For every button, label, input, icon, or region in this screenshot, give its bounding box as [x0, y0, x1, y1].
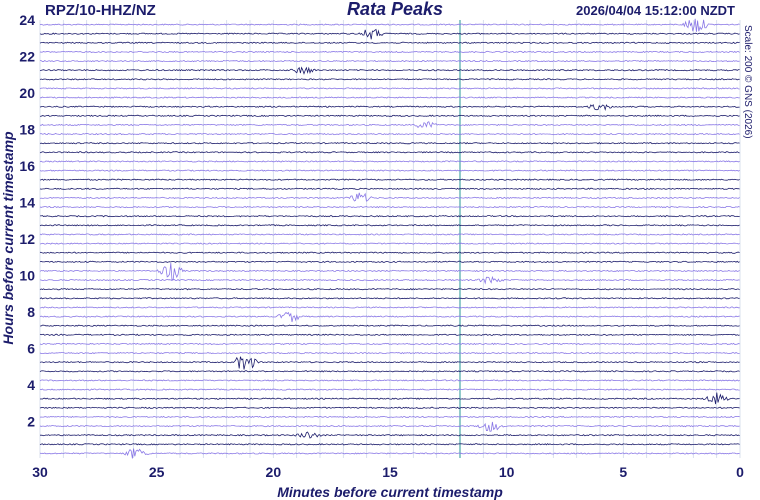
- x-tick-label: 15: [382, 464, 398, 480]
- trace-line: [39, 392, 740, 405]
- trace-line: [40, 324, 740, 327]
- trace-line: [39, 28, 740, 40]
- x-tick-label: 30: [32, 464, 48, 480]
- trace-line: [39, 370, 740, 373]
- trace-line: [39, 260, 740, 263]
- trace-line: [39, 333, 740, 336]
- trace-line: [39, 224, 740, 227]
- y-tick-label: 16: [19, 158, 35, 174]
- trace-line: [39, 406, 740, 409]
- trace-line: [39, 87, 740, 90]
- trace-line: [39, 205, 740, 209]
- timestamp-label: 2026/04/04 15:12:00 NZDT: [576, 3, 735, 18]
- trace-line: [40, 96, 740, 99]
- y-tick-label: 20: [19, 85, 35, 101]
- trace-line: [39, 103, 740, 111]
- trace-line: [39, 421, 740, 432]
- trace-line: [40, 59, 740, 63]
- y-tick-label: 14: [19, 195, 35, 211]
- y-tick-label: 2: [27, 414, 35, 430]
- trace-line: [39, 233, 740, 236]
- trace-line: [39, 415, 740, 419]
- trace-line: [39, 78, 740, 81]
- y-tick-label: 8: [27, 304, 35, 320]
- trace-line: [39, 251, 740, 254]
- trace-line: [39, 142, 740, 145]
- trace-line: [40, 431, 740, 439]
- trace-line: [40, 215, 740, 218]
- trace-line: [39, 50, 740, 54]
- trace-line: [39, 388, 740, 391]
- trace-line: [39, 192, 740, 202]
- y-tick-label: 6: [27, 341, 35, 357]
- trace-line: [39, 288, 740, 291]
- trace-line: [39, 132, 740, 136]
- scale-note: Scale: 200 © GNS (2026): [742, 25, 753, 139]
- trace-rows: [39, 18, 740, 459]
- trace-line: [39, 178, 740, 181]
- trace-line: [39, 351, 740, 355]
- trace-line: [39, 297, 740, 300]
- trace-line: [39, 275, 740, 285]
- trace-line: [39, 160, 740, 163]
- trace-line: [39, 66, 740, 75]
- y-tick-label: 10: [19, 268, 35, 284]
- trace-line: [39, 311, 740, 323]
- trace-line: [39, 121, 740, 129]
- station-label: RPZ/10-HHZ/NZ: [45, 2, 156, 19]
- trace-line: [39, 448, 740, 459]
- trace-line: [39, 342, 740, 346]
- trace-line: [39, 242, 740, 245]
- x-tick-label: 25: [149, 464, 165, 480]
- y-tick-label: 22: [19, 49, 35, 65]
- x-axis-label: Minutes before current timestamp: [277, 484, 503, 500]
- y-tick-label: 18: [19, 122, 35, 138]
- chart-title: Rata Peaks: [347, 0, 443, 19]
- trace-line: [39, 187, 740, 190]
- x-tick-label: 10: [499, 464, 515, 480]
- trace-line: [39, 306, 740, 309]
- trace-line: [39, 262, 740, 282]
- x-tick-label: 0: [736, 464, 744, 480]
- trace-line: [39, 114, 740, 117]
- minute-grid: [39, 20, 741, 458]
- y-tick-label: 4: [27, 377, 35, 393]
- trace-line: [39, 443, 740, 446]
- y-axis-label: Hours before current timestamp: [0, 131, 16, 345]
- trace-line: [39, 356, 740, 370]
- x-tick-label: 5: [619, 464, 627, 480]
- y-tick-label: 24: [19, 12, 35, 28]
- trace-line: [39, 379, 740, 382]
- trace-line: [39, 151, 740, 154]
- x-tick-label: 20: [266, 464, 282, 480]
- trace-line: [39, 169, 740, 172]
- trace-line: [39, 41, 740, 44]
- trace-line: [39, 18, 740, 32]
- y-tick-label: 12: [19, 231, 35, 247]
